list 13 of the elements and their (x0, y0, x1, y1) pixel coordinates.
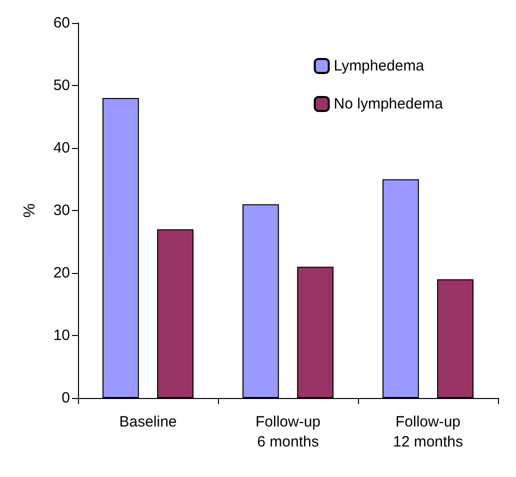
y-tick-label: 40 (53, 140, 70, 156)
legend-label: Lymphedema (334, 58, 425, 74)
y-tick-label: 50 (53, 77, 70, 94)
y-tick-label: 30 (53, 202, 70, 219)
y-tick-label: 10 (53, 327, 70, 344)
x-tick-label: Baseline (119, 414, 177, 430)
y-axis-title: % (22, 203, 38, 218)
y-tick-label: 20 (53, 264, 70, 282)
y-tick-label: 60 (53, 14, 70, 32)
x-tick-label: Follow-up 6 months (255, 414, 321, 450)
legend-label: No lymphedema (334, 96, 444, 112)
x-tick-label: Follow-up 12 months (392, 414, 464, 450)
y-tick-label: 0 (62, 390, 70, 406)
